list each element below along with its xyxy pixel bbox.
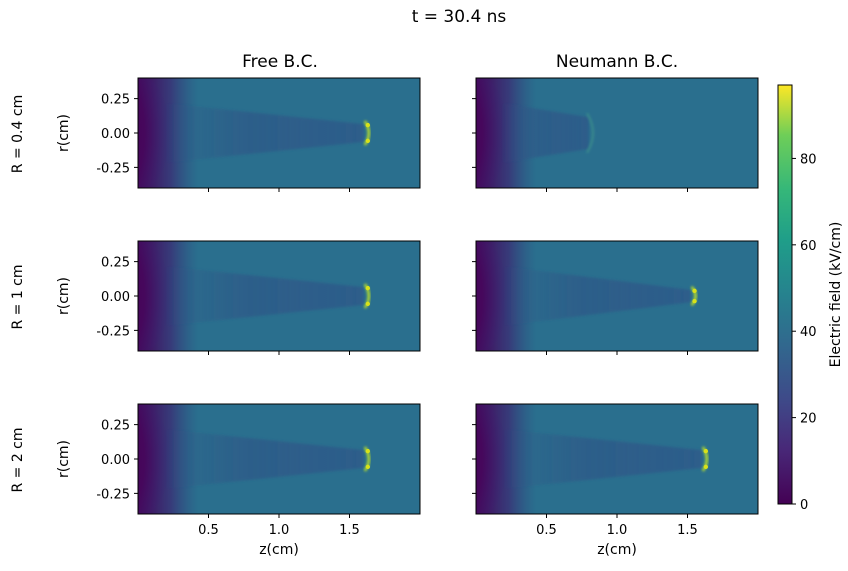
streamer-head-tip bbox=[365, 138, 371, 144]
heatmap-panel: 0.25 0.00 -0.25 r(cm) bbox=[56, 77, 421, 192]
electrode-region bbox=[138, 404, 170, 514]
colorbar-gradient bbox=[777, 84, 793, 505]
streamer-channel bbox=[163, 103, 364, 163]
x-tick-label: 1.5 bbox=[677, 523, 698, 538]
x-tick-label: 1.5 bbox=[339, 523, 360, 538]
electrode-region bbox=[476, 78, 508, 188]
streamer-head-tip bbox=[365, 285, 371, 291]
electrode-region bbox=[476, 241, 508, 351]
heatmap-panel: 0.25 0.00 -0.25 0.5 1.0 1.5 r(cm) z(cm) bbox=[56, 403, 421, 558]
x-tick-label: 1.0 bbox=[269, 523, 290, 538]
y-tick-label: -0.25 bbox=[96, 487, 130, 502]
heatmap-panel: 0.5 1.0 1.5 z(cm) bbox=[472, 403, 759, 558]
y-tick-label: 0.25 bbox=[101, 419, 130, 434]
column-title-free: Free B.C. bbox=[242, 52, 318, 72]
electrode-region bbox=[138, 78, 170, 188]
heatmap-panel bbox=[472, 77, 759, 192]
streamer-head-tip bbox=[365, 301, 371, 307]
y-axis-label: r(cm) bbox=[56, 114, 72, 152]
y-tick-label: 0.25 bbox=[101, 256, 130, 271]
colorbar-tick-label: 60 bbox=[800, 239, 817, 254]
colorbar-tick-label: 80 bbox=[800, 152, 817, 167]
heatmap-panels: 0.250.00-0.25r(cm)0.250.00-0.25r(cm)0.25… bbox=[56, 77, 759, 558]
streamer-channel bbox=[501, 429, 702, 489]
streamer-head bbox=[363, 446, 371, 472]
row-label-r04: R = 0.4 cm bbox=[10, 95, 26, 173]
streamer-head bbox=[690, 286, 697, 306]
y-tick-label: 0.00 bbox=[101, 453, 130, 468]
electrode-region bbox=[476, 404, 508, 514]
column-title-neumann: Neumann B.C. bbox=[556, 52, 678, 72]
streamer-head-tip bbox=[365, 448, 371, 454]
figure-title: t = 30.4 ns bbox=[412, 7, 507, 27]
x-axis-label: z(cm) bbox=[259, 542, 299, 558]
electrode-region bbox=[138, 241, 170, 351]
row-label-r1: R = 1 cm bbox=[10, 264, 26, 329]
streamer-channel bbox=[501, 266, 691, 326]
streamer-head-tip bbox=[703, 464, 709, 470]
streamer-head-tip bbox=[692, 288, 697, 294]
streamer-head bbox=[363, 120, 371, 146]
heatmap-panel bbox=[472, 240, 759, 355]
x-tick-label: 0.5 bbox=[198, 523, 219, 538]
colorbar-tick-label: 40 bbox=[800, 325, 817, 340]
colorbar: 0 20 40 60 80 Electric field (kV/cm) bbox=[777, 84, 844, 513]
y-axis-label: r(cm) bbox=[56, 277, 72, 315]
streamer-head bbox=[586, 112, 595, 154]
x-tick-label: 0.5 bbox=[536, 523, 557, 538]
streamer-head-tip bbox=[365, 122, 371, 128]
streamer-head-tip bbox=[692, 298, 697, 304]
streamer-channel bbox=[163, 266, 364, 326]
y-tick-label: -0.25 bbox=[96, 161, 130, 176]
y-tick-label: 0.00 bbox=[101, 290, 130, 305]
streamer-head bbox=[701, 446, 709, 472]
streamer-head-tip bbox=[703, 448, 709, 454]
streamer-head-tip bbox=[365, 464, 371, 470]
y-axis-label: r(cm) bbox=[56, 440, 72, 478]
colorbar-tick-label: 20 bbox=[800, 412, 817, 427]
heatmap-panel: 0.25 0.00 -0.25 r(cm) bbox=[56, 240, 421, 355]
y-tick-label: -0.25 bbox=[96, 324, 130, 339]
streamer-head bbox=[363, 283, 371, 309]
colorbar-tick-label: 0 bbox=[800, 498, 808, 513]
y-tick-label: 0.00 bbox=[101, 127, 130, 142]
x-axis-label: z(cm) bbox=[597, 542, 637, 558]
row-label-r2: R = 2 cm bbox=[10, 427, 26, 492]
streamer-channel bbox=[501, 103, 590, 163]
streamer-channel bbox=[163, 429, 364, 489]
y-tick-label: 0.25 bbox=[101, 93, 130, 108]
x-tick-label: 1.0 bbox=[607, 523, 628, 538]
colorbar-label: Electric field (kV/cm) bbox=[828, 222, 844, 368]
